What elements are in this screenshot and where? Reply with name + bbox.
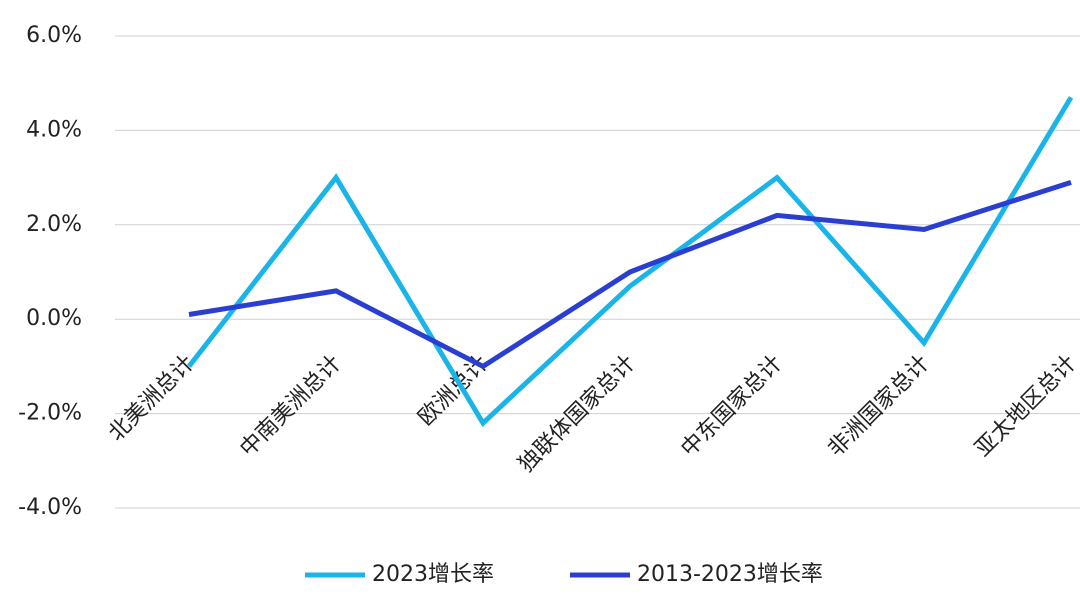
y-tick-label: 6.0% bbox=[26, 23, 82, 48]
x-tick-label: 亚太地区总计 bbox=[970, 351, 1080, 462]
y-tick-label: -2.0% bbox=[18, 401, 82, 426]
series-line bbox=[188, 179, 1072, 370]
x-tick-label: 中南美洲总计 bbox=[235, 351, 346, 462]
x-tick-label: 非洲国家总计 bbox=[823, 351, 934, 462]
y-tick-label: 4.0% bbox=[26, 117, 82, 142]
legend-label: 2013-2023增长率 bbox=[637, 562, 823, 587]
legend-label: 2023增长率 bbox=[372, 562, 494, 587]
series-line bbox=[187, 96, 1074, 427]
x-tick-label: 北美洲总计 bbox=[104, 351, 199, 446]
y-tick-label: 0.0% bbox=[26, 306, 82, 331]
x-tick-label: 中东国家总计 bbox=[676, 351, 787, 462]
y-tick-label: -4.0% bbox=[18, 495, 82, 520]
y-tick-label: 2.0% bbox=[26, 212, 82, 237]
